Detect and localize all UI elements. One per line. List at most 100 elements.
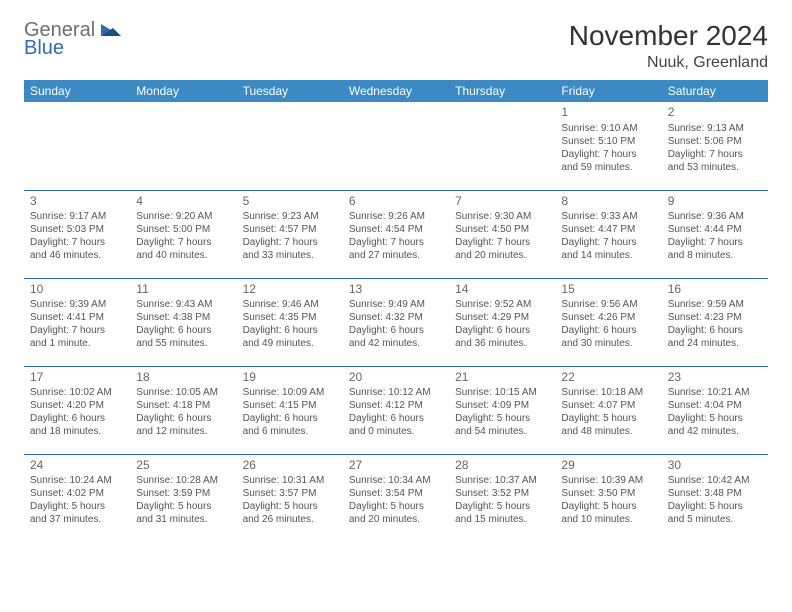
day1-text: Daylight: 6 hours xyxy=(349,412,443,425)
calendar-cell xyxy=(343,102,449,190)
sunrise-text: Sunrise: 9:30 AM xyxy=(455,210,549,223)
day1-text: Daylight: 5 hours xyxy=(455,412,549,425)
day1-text: Daylight: 6 hours xyxy=(136,324,230,337)
calendar-week: 17Sunrise: 10:02 AMSunset: 4:20 PMDaylig… xyxy=(24,366,768,454)
sunset-text: Sunset: 5:10 PM xyxy=(561,135,655,148)
day1-text: Daylight: 6 hours xyxy=(136,412,230,425)
day1-text: Daylight: 5 hours xyxy=(561,412,655,425)
day2-text: and 42 minutes. xyxy=(349,337,443,350)
day-number: 3 xyxy=(30,194,124,210)
day2-text: and 37 minutes. xyxy=(30,513,124,526)
day-number: 4 xyxy=(136,194,230,210)
calendar-cell: 21Sunrise: 10:15 AMSunset: 4:09 PMDaylig… xyxy=(449,366,555,454)
calendar-table: SundayMondayTuesdayWednesdayThursdayFrid… xyxy=(24,80,768,542)
sunrise-text: Sunrise: 10:18 AM xyxy=(561,386,655,399)
day-number: 8 xyxy=(561,194,655,210)
day1-text: Daylight: 7 hours xyxy=(243,236,337,249)
calendar-cell xyxy=(449,102,555,190)
calendar-cell: 26Sunrise: 10:31 AMSunset: 3:57 PMDaylig… xyxy=(237,454,343,542)
calendar-cell: 16Sunrise: 9:59 AMSunset: 4:23 PMDayligh… xyxy=(662,278,768,366)
logo-word-2: Blue xyxy=(24,38,121,58)
calendar-cell: 14Sunrise: 9:52 AMSunset: 4:29 PMDayligh… xyxy=(449,278,555,366)
sunrise-text: Sunrise: 9:13 AM xyxy=(668,122,762,135)
day-number: 12 xyxy=(243,282,337,298)
sunrise-text: Sunrise: 10:42 AM xyxy=(668,474,762,487)
calendar-cell: 18Sunrise: 10:05 AMSunset: 4:18 PMDaylig… xyxy=(130,366,236,454)
day2-text: and 10 minutes. xyxy=(561,513,655,526)
day-number: 27 xyxy=(349,458,443,474)
day1-text: Daylight: 7 hours xyxy=(349,236,443,249)
day1-text: Daylight: 7 hours xyxy=(668,236,762,249)
day-header: Saturday xyxy=(662,80,768,102)
day-number: 9 xyxy=(668,194,762,210)
day1-text: Daylight: 6 hours xyxy=(668,324,762,337)
sunrise-text: Sunrise: 10:37 AM xyxy=(455,474,549,487)
calendar-cell: 20Sunrise: 10:12 AMSunset: 4:12 PMDaylig… xyxy=(343,366,449,454)
day2-text: and 36 minutes. xyxy=(455,337,549,350)
day2-text: and 33 minutes. xyxy=(243,249,337,262)
sunrise-text: Sunrise: 10:21 AM xyxy=(668,386,762,399)
day-header: Tuesday xyxy=(237,80,343,102)
sunrise-text: Sunrise: 9:36 AM xyxy=(668,210,762,223)
sunrise-text: Sunrise: 9:56 AM xyxy=(561,298,655,311)
sunrise-text: Sunrise: 10:31 AM xyxy=(243,474,337,487)
sunrise-text: Sunrise: 9:33 AM xyxy=(561,210,655,223)
day-header: Thursday xyxy=(449,80,555,102)
calendar-cell: 10Sunrise: 9:39 AMSunset: 4:41 PMDayligh… xyxy=(24,278,130,366)
sunset-text: Sunset: 4:32 PM xyxy=(349,311,443,324)
day2-text: and 12 minutes. xyxy=(136,425,230,438)
calendar-cell xyxy=(24,102,130,190)
calendar-cell: 8Sunrise: 9:33 AMSunset: 4:47 PMDaylight… xyxy=(555,190,661,278)
day-header: Monday xyxy=(130,80,236,102)
sunset-text: Sunset: 4:15 PM xyxy=(243,399,337,412)
sunset-text: Sunset: 4:02 PM xyxy=(30,487,124,500)
sunrise-text: Sunrise: 10:09 AM xyxy=(243,386,337,399)
sunrise-text: Sunrise: 10:05 AM xyxy=(136,386,230,399)
sunset-text: Sunset: 4:20 PM xyxy=(30,399,124,412)
sunset-text: Sunset: 3:57 PM xyxy=(243,487,337,500)
calendar-cell: 1Sunrise: 9:10 AMSunset: 5:10 PMDaylight… xyxy=(555,102,661,190)
calendar-week: 1Sunrise: 9:10 AMSunset: 5:10 PMDaylight… xyxy=(24,102,768,190)
day1-text: Daylight: 5 hours xyxy=(668,500,762,513)
day-number: 10 xyxy=(30,282,124,298)
day-number: 13 xyxy=(349,282,443,298)
sunrise-text: Sunrise: 9:52 AM xyxy=(455,298,549,311)
day2-text: and 59 minutes. xyxy=(561,161,655,174)
day-number: 30 xyxy=(668,458,762,474)
calendar-cell: 2Sunrise: 9:13 AMSunset: 5:06 PMDaylight… xyxy=(662,102,768,190)
day-header: Sunday xyxy=(24,80,130,102)
day-number: 11 xyxy=(136,282,230,298)
day1-text: Daylight: 5 hours xyxy=(668,412,762,425)
calendar-cell: 4Sunrise: 9:20 AMSunset: 5:00 PMDaylight… xyxy=(130,190,236,278)
day2-text: and 26 minutes. xyxy=(243,513,337,526)
day2-text: and 20 minutes. xyxy=(455,249,549,262)
day-number: 19 xyxy=(243,370,337,386)
calendar-cell: 30Sunrise: 10:42 AMSunset: 3:48 PMDaylig… xyxy=(662,454,768,542)
day-number: 23 xyxy=(668,370,762,386)
day-header: Friday xyxy=(555,80,661,102)
location: Nuuk, Greenland xyxy=(569,54,768,72)
calendar-cell: 23Sunrise: 10:21 AMSunset: 4:04 PMDaylig… xyxy=(662,366,768,454)
calendar-cell: 13Sunrise: 9:49 AMSunset: 4:32 PMDayligh… xyxy=(343,278,449,366)
sunset-text: Sunset: 4:12 PM xyxy=(349,399,443,412)
day1-text: Daylight: 7 hours xyxy=(30,324,124,337)
logo-triangle-icon xyxy=(101,20,121,40)
day2-text: and 53 minutes. xyxy=(668,161,762,174)
sunrise-text: Sunrise: 9:26 AM xyxy=(349,210,443,223)
day-number: 16 xyxy=(668,282,762,298)
sunset-text: Sunset: 4:41 PM xyxy=(30,311,124,324)
calendar-cell: 6Sunrise: 9:26 AMSunset: 4:54 PMDaylight… xyxy=(343,190,449,278)
sunrise-text: Sunrise: 10:34 AM xyxy=(349,474,443,487)
sunset-text: Sunset: 5:06 PM xyxy=(668,135,762,148)
day2-text: and 0 minutes. xyxy=(349,425,443,438)
day1-text: Daylight: 5 hours xyxy=(243,500,337,513)
day-number: 18 xyxy=(136,370,230,386)
calendar-cell: 7Sunrise: 9:30 AMSunset: 4:50 PMDaylight… xyxy=(449,190,555,278)
day-number: 7 xyxy=(455,194,549,210)
day1-text: Daylight: 6 hours xyxy=(243,324,337,337)
sunrise-text: Sunrise: 9:23 AM xyxy=(243,210,337,223)
sunrise-text: Sunrise: 10:39 AM xyxy=(561,474,655,487)
day2-text: and 24 minutes. xyxy=(668,337,762,350)
day-number: 6 xyxy=(349,194,443,210)
day2-text: and 14 minutes. xyxy=(561,249,655,262)
